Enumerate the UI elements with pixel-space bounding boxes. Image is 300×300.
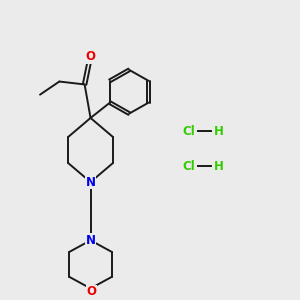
Text: N: N bbox=[85, 176, 96, 189]
Text: H: H bbox=[213, 124, 223, 138]
Text: N: N bbox=[85, 234, 96, 247]
Text: Cl: Cl bbox=[182, 160, 195, 172]
Text: O: O bbox=[85, 50, 96, 63]
Text: Cl: Cl bbox=[182, 124, 195, 138]
Text: O: O bbox=[86, 285, 96, 298]
Text: H: H bbox=[213, 160, 223, 172]
